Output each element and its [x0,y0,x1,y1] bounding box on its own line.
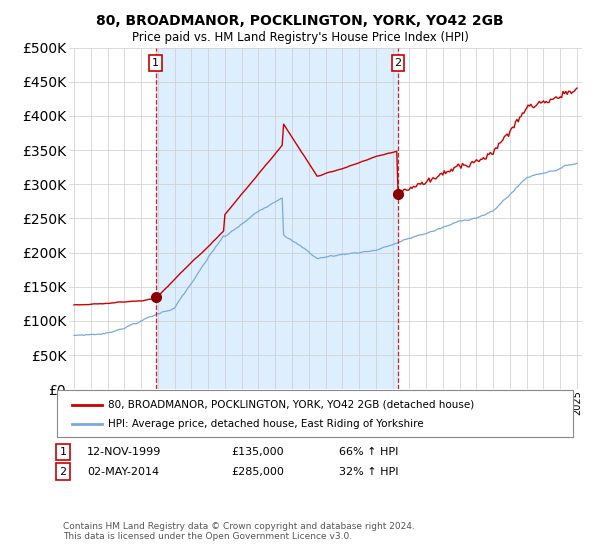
Text: 1: 1 [152,58,159,68]
Text: 12-NOV-1999: 12-NOV-1999 [87,447,161,457]
Text: HPI: Average price, detached house, East Riding of Yorkshire: HPI: Average price, detached house, East… [108,419,424,429]
Text: 02-MAY-2014: 02-MAY-2014 [87,466,159,477]
Text: 2: 2 [59,466,67,477]
Text: 2: 2 [395,58,401,68]
Text: Price paid vs. HM Land Registry's House Price Index (HPI): Price paid vs. HM Land Registry's House … [131,31,469,44]
Text: 1: 1 [59,447,67,457]
Text: Contains HM Land Registry data © Crown copyright and database right 2024.
This d: Contains HM Land Registry data © Crown c… [63,522,415,542]
Bar [155,48,398,389]
Text: 66% ↑ HPI: 66% ↑ HPI [339,447,398,457]
Text: 32% ↑ HPI: 32% ↑ HPI [339,466,398,477]
Text: 80, BROADMANOR, POCKLINGTON, YORK, YO42 2GB: 80, BROADMANOR, POCKLINGTON, YORK, YO42 … [96,14,504,28]
Text: £135,000: £135,000 [231,447,284,457]
Text: £285,000: £285,000 [231,466,284,477]
Text: 80, BROADMANOR, POCKLINGTON, YORK, YO42 2GB (detached house): 80, BROADMANOR, POCKLINGTON, YORK, YO42 … [108,400,474,409]
